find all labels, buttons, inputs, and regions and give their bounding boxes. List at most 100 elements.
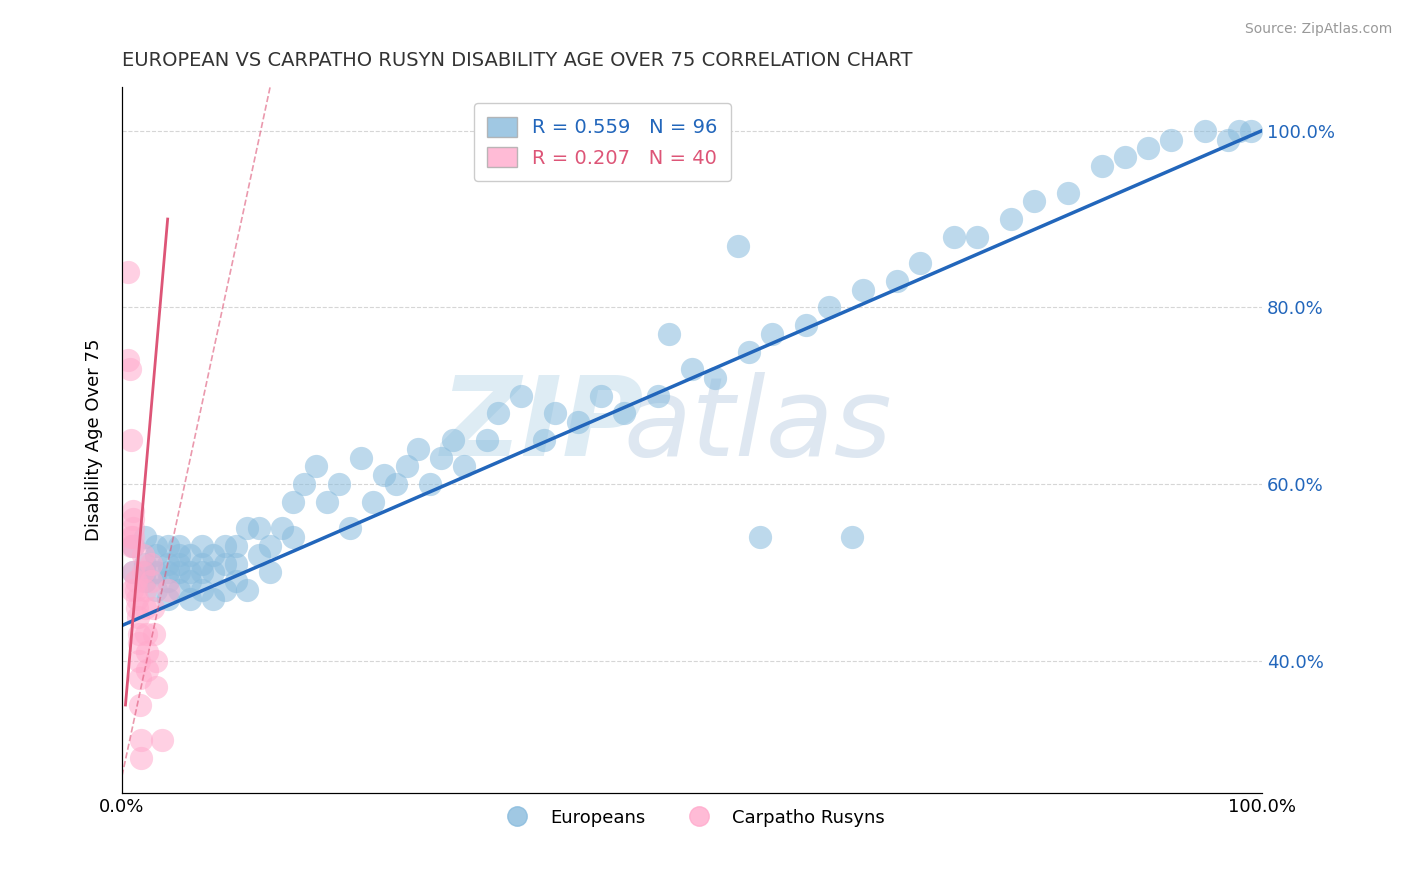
Point <box>134 600 156 615</box>
Point <box>1091 159 1114 173</box>
Point <box>214 583 236 598</box>
Point <box>145 539 167 553</box>
Point <box>1000 212 1022 227</box>
Point <box>122 503 145 517</box>
Point <box>122 566 145 580</box>
Point <box>134 583 156 598</box>
Point <box>122 566 145 580</box>
Point <box>966 229 988 244</box>
Point <box>127 609 149 624</box>
Point <box>647 389 669 403</box>
Point <box>145 654 167 668</box>
Point <box>117 265 139 279</box>
Point <box>191 557 214 571</box>
Point <box>305 459 328 474</box>
Point <box>135 627 157 641</box>
Point <box>1057 186 1080 200</box>
Point <box>841 530 863 544</box>
Point <box>247 521 270 535</box>
Point <box>316 495 339 509</box>
Point <box>143 627 166 641</box>
Point <box>1160 132 1182 146</box>
Point <box>129 672 152 686</box>
Point <box>339 521 361 535</box>
Point <box>453 459 475 474</box>
Point <box>120 539 142 553</box>
Point <box>384 477 406 491</box>
Point <box>761 326 783 341</box>
Point <box>122 521 145 535</box>
Point <box>120 433 142 447</box>
Point <box>150 733 173 747</box>
Point <box>128 654 150 668</box>
Point <box>179 574 201 589</box>
Point <box>703 371 725 385</box>
Point <box>430 450 453 465</box>
Point <box>125 574 148 589</box>
Point <box>350 450 373 465</box>
Point <box>191 539 214 553</box>
Point <box>122 539 145 553</box>
Point <box>179 566 201 580</box>
Point <box>738 344 761 359</box>
Point <box>145 681 167 695</box>
Point <box>202 548 225 562</box>
Point <box>128 627 150 641</box>
Point <box>727 238 749 252</box>
Text: Source: ZipAtlas.com: Source: ZipAtlas.com <box>1244 22 1392 37</box>
Point <box>202 591 225 606</box>
Point <box>1022 194 1045 209</box>
Point <box>225 557 247 571</box>
Point <box>236 521 259 535</box>
Point <box>125 600 148 615</box>
Y-axis label: Disability Age Over 75: Disability Age Over 75 <box>86 339 103 541</box>
Point <box>134 574 156 589</box>
Point <box>441 433 464 447</box>
Point <box>136 645 159 659</box>
Point <box>156 591 179 606</box>
Point <box>156 574 179 589</box>
Point <box>167 548 190 562</box>
Point <box>852 283 875 297</box>
Point <box>118 362 141 376</box>
Point <box>121 583 143 598</box>
Point <box>145 548 167 562</box>
Point <box>419 477 441 491</box>
Point <box>225 574 247 589</box>
Point <box>749 530 772 544</box>
Point <box>281 495 304 509</box>
Point <box>167 557 190 571</box>
Legend: Europeans, Carpatho Rusyns: Europeans, Carpatho Rusyns <box>492 801 891 834</box>
Point <box>136 663 159 677</box>
Point <box>131 751 153 765</box>
Point <box>156 566 179 580</box>
Point <box>475 433 498 447</box>
Point <box>122 539 145 553</box>
Point <box>131 548 153 562</box>
Point <box>120 530 142 544</box>
Point <box>236 583 259 598</box>
Point <box>328 477 350 491</box>
Point <box>259 566 281 580</box>
Point <box>125 583 148 598</box>
Point <box>943 229 966 244</box>
Point <box>1239 124 1261 138</box>
Point <box>125 591 148 606</box>
Point <box>156 557 179 571</box>
Point <box>202 566 225 580</box>
Point <box>167 539 190 553</box>
Point <box>214 557 236 571</box>
Point <box>128 636 150 650</box>
Point <box>886 274 908 288</box>
Point <box>270 521 292 535</box>
Point <box>817 301 839 315</box>
Point <box>214 539 236 553</box>
Point <box>225 539 247 553</box>
Point <box>486 406 509 420</box>
Point <box>544 406 567 420</box>
Point <box>681 362 703 376</box>
Point <box>145 583 167 598</box>
Point <box>794 318 817 332</box>
Point <box>1114 150 1136 164</box>
Point <box>156 583 179 598</box>
